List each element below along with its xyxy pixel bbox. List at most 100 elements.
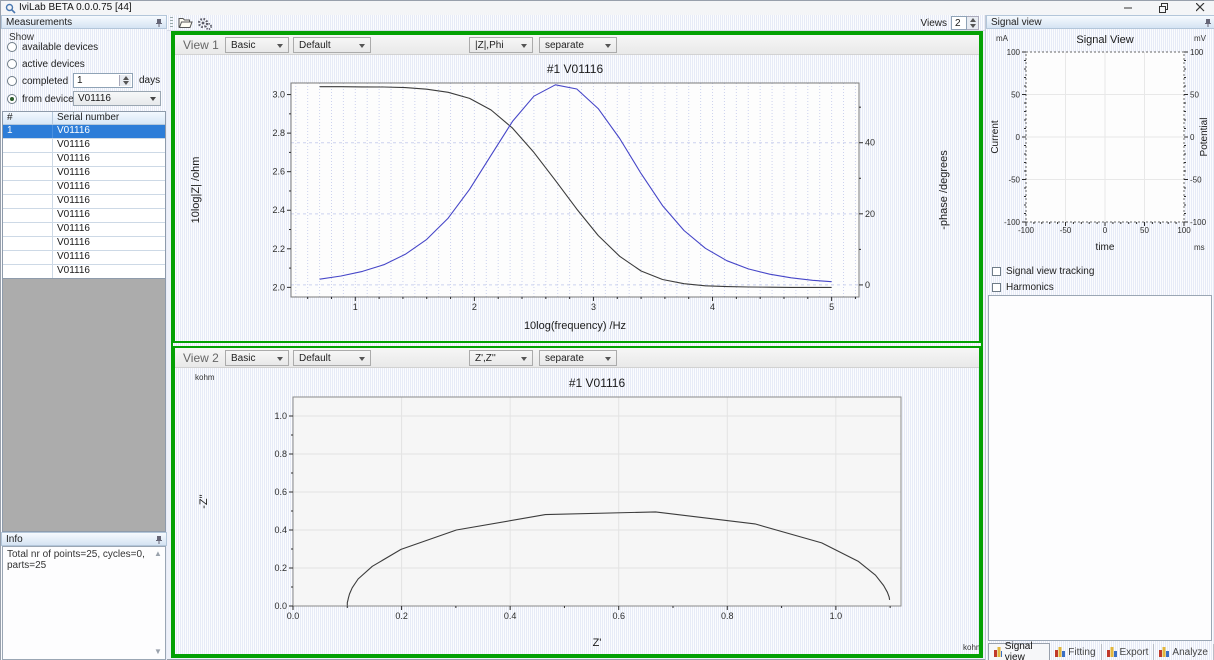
view1-preset-select[interactable]: Default xyxy=(293,37,371,53)
svg-text:#1 V01116: #1 V01116 xyxy=(547,62,604,76)
signal-tracking-checkbox[interactable]: Signal view tracking xyxy=(992,265,1094,277)
table-row[interactable]: V01116 xyxy=(3,181,165,195)
table-row[interactable]: V01116 xyxy=(3,237,165,251)
view1-mode-select[interactable]: Basic xyxy=(225,37,289,53)
table-row[interactable]: V01116 xyxy=(3,251,165,265)
svg-text:3: 3 xyxy=(591,302,596,312)
svg-text:0.8: 0.8 xyxy=(721,611,734,621)
svg-text:50: 50 xyxy=(1011,91,1020,100)
restore-button[interactable] xyxy=(1153,1,1175,14)
table-row[interactable]: V01116 xyxy=(3,153,165,167)
tab-label: Fitting xyxy=(1068,646,1096,658)
svg-text:-100: -100 xyxy=(1018,226,1035,235)
harmonics-checkbox[interactable]: Harmonics xyxy=(992,281,1054,293)
views-spinner[interactable] xyxy=(967,16,979,30)
svg-text:2: 2 xyxy=(472,302,477,312)
chevron-down-icon xyxy=(150,97,156,101)
toolbar-grip[interactable] xyxy=(170,17,173,29)
view1-quantity-select[interactable]: |Z|,Phi xyxy=(469,37,533,53)
row-serial: V01116 xyxy=(57,139,90,150)
views-control: Views 2 xyxy=(920,16,979,30)
svg-text:1.0: 1.0 xyxy=(274,411,287,421)
svg-text:2.0: 2.0 xyxy=(272,282,285,292)
svg-text:1.0: 1.0 xyxy=(830,611,843,621)
spin-down-icon xyxy=(969,24,976,28)
table-row[interactable]: V01116 xyxy=(3,167,165,181)
chart-icon xyxy=(1159,647,1170,657)
row-serial: V01116 xyxy=(57,167,90,178)
signal-view-panel: Signal view -100 -50 0 50 100 -100 -50 0 50 100 -1… xyxy=(985,15,1214,660)
svg-text:50: 50 xyxy=(1190,91,1199,100)
completed-days-input[interactable]: 1 xyxy=(73,73,133,88)
svg-text:#1 V01116: #1 V01116 xyxy=(569,376,626,390)
view2-label: View 2 xyxy=(183,351,219,365)
scroll-up-icon[interactable]: ▲ xyxy=(154,549,162,558)
row-serial: V01116 xyxy=(57,265,90,276)
svg-text:0.8: 0.8 xyxy=(274,449,287,459)
view1-layout-select[interactable]: separate xyxy=(539,37,617,53)
days-spinner[interactable] xyxy=(119,75,131,86)
radio-icon xyxy=(7,59,17,69)
row-num xyxy=(3,209,53,222)
device-table-body: 1 V01116 V01116 V01116 V01116 V01116 V01116 V01… xyxy=(3,125,165,279)
scroll-down-icon[interactable]: ▼ xyxy=(154,647,162,656)
tab-label: Export xyxy=(1119,646,1149,658)
pin-icon[interactable] xyxy=(155,18,163,28)
device-table-header[interactable]: # Serial number xyxy=(3,112,165,125)
radio-from-device[interactable]: from device xyxy=(7,93,74,105)
view2-layout-select[interactable]: separate xyxy=(539,350,617,366)
table-row[interactable]: V01116 xyxy=(3,139,165,153)
app-icon xyxy=(5,3,16,14)
device-table: # Serial number 1 V01116 V01116 V01116 V0111… xyxy=(2,111,166,280)
nyquist-chart[interactable]: 0.0 0.2 0.4 0.6 0.8 1.0 0.0 0.2 0.4 0.6 0.8 1.0 #1 V… xyxy=(175,368,983,657)
tab-export[interactable]: Export xyxy=(1102,644,1155,660)
tab-analyze[interactable]: Analyze xyxy=(1154,644,1214,660)
table-row[interactable]: 1 V01116 xyxy=(3,125,165,139)
svg-text:5: 5 xyxy=(829,302,834,312)
gears-icon xyxy=(197,17,212,30)
show-label: Show xyxy=(9,32,35,43)
minimize-button[interactable] xyxy=(1117,1,1139,14)
radio-completed[interactable]: completed xyxy=(7,75,68,87)
views-label: Views xyxy=(920,17,948,29)
row-num xyxy=(3,251,53,264)
svg-text:ms: ms xyxy=(1194,243,1205,252)
settings-button[interactable] xyxy=(195,16,213,30)
radio-active-devices[interactable]: active devices xyxy=(7,58,85,70)
tab-signal-view[interactable]: Signal view xyxy=(988,641,1051,660)
svg-text:0.0: 0.0 xyxy=(274,601,287,611)
column-header-serial[interactable]: Serial number xyxy=(57,112,120,123)
device-select[interactable]: V01116 xyxy=(73,91,161,106)
tab-fitting[interactable]: Fitting xyxy=(1050,644,1102,660)
signal-chart[interactable]: -100 -50 0 50 100 -100 -50 0 50 100 -100 -50 0 50 100 S… xyxy=(988,31,1214,264)
svg-text:0.2: 0.2 xyxy=(274,563,287,573)
pin-icon[interactable] xyxy=(155,535,163,545)
table-row[interactable]: V01116 xyxy=(3,209,165,223)
view2-mode-select[interactable]: Basic xyxy=(225,350,289,366)
table-row[interactable]: V01116 xyxy=(3,195,165,209)
close-button[interactable] xyxy=(1189,1,1211,14)
chart-icon xyxy=(1055,647,1066,657)
svg-text:0.0: 0.0 xyxy=(287,611,300,621)
svg-text:0.6: 0.6 xyxy=(612,611,625,621)
view2-preset-select[interactable]: Default xyxy=(293,350,371,366)
radio-icon xyxy=(7,42,17,52)
svg-text:2.2: 2.2 xyxy=(272,244,285,254)
radio-available-devices[interactable]: available devices xyxy=(7,41,98,53)
svg-text:kohm: kohm xyxy=(195,373,215,382)
open-file-button[interactable] xyxy=(176,16,194,30)
bode-chart[interactable]: 1 2 3 4 5 2.0 2.2 2.4 2.6 2.8 3.0 0 20 40 #1 V01116 10l… xyxy=(175,55,979,344)
row-num xyxy=(3,153,53,166)
svg-text:10log|Z| /ohm: 10log|Z| /ohm xyxy=(190,157,202,224)
view2-quantity-select[interactable]: Z',Z'' xyxy=(469,350,533,366)
svg-text:-50: -50 xyxy=(1060,226,1072,235)
views-count-input[interactable]: 2 xyxy=(951,16,967,30)
chevron-down-icon xyxy=(605,44,611,48)
table-row[interactable]: V01116 xyxy=(3,223,165,237)
pin-icon[interactable] xyxy=(1204,18,1212,28)
column-header-num[interactable]: # xyxy=(3,112,53,124)
tab-label: Analyze xyxy=(1172,646,1208,658)
table-row[interactable]: V01116 xyxy=(3,265,165,279)
signal-list-box[interactable] xyxy=(988,295,1212,641)
